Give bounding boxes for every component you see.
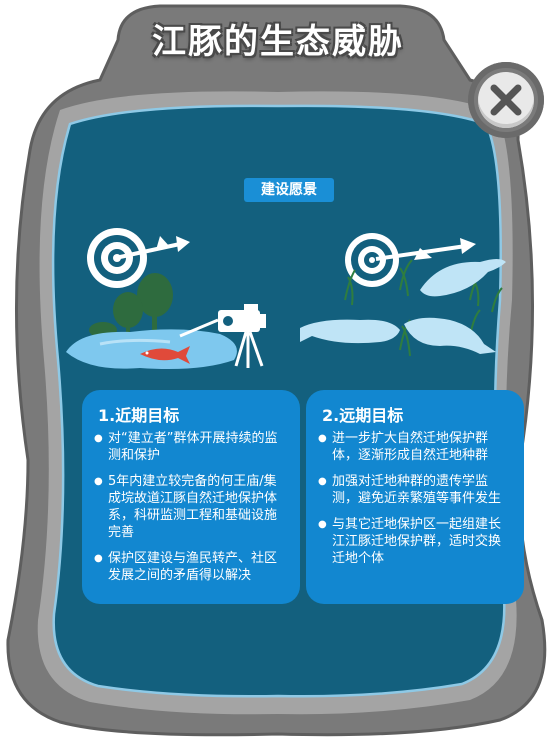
list-item: 保护区建设与渔民转产、社区发展之间的矛盾得以解决 [94,550,288,584]
close-icon [490,84,522,116]
list-item: 5年内建立较完备的何王庙/集成垸故道江豚自然迁地保护体系，科研监测工程和基础设施… [94,473,288,541]
long-term-goals-card: 2.远期目标 进一步扩大自然迁地保护群体，逐渐形成自然迁地种群 加强对迁地种群的… [306,390,524,604]
goal-list: 对“建立者”群体开展持续的监测和保护 5年内建立较完备的何王庙/集成垸故道江豚自… [94,430,288,584]
card-title: 2.远期目标 [322,406,404,425]
card-title: 1.近期目标 [98,406,180,425]
list-item: 对“建立者”群体开展持续的监测和保护 [94,430,288,464]
section-badge: 建设愿景 [244,178,334,202]
list-item: 进一步扩大自然迁地保护群体，逐渐形成自然迁地种群 [318,430,512,464]
panel-title: 江豚的生态威胁 [152,22,404,62]
close-button[interactable] [468,62,544,138]
list-item: 与其它迁地保护区一起组建长江江豚迁地保护群，适时交换迁地个体 [318,516,512,567]
list-item: 加强对迁地种群的遗传学监测，避免近亲繁殖等事件发生 [318,473,512,507]
goal-list: 进一步扩大自然迁地保护群体，逐渐形成自然迁地种群 加强对迁地种群的遗传学监测，避… [318,430,512,567]
near-term-goals-card: 1.近期目标 对“建立者”群体开展持续的监测和保护 5年内建立较完备的何王庙/集… [82,390,300,604]
